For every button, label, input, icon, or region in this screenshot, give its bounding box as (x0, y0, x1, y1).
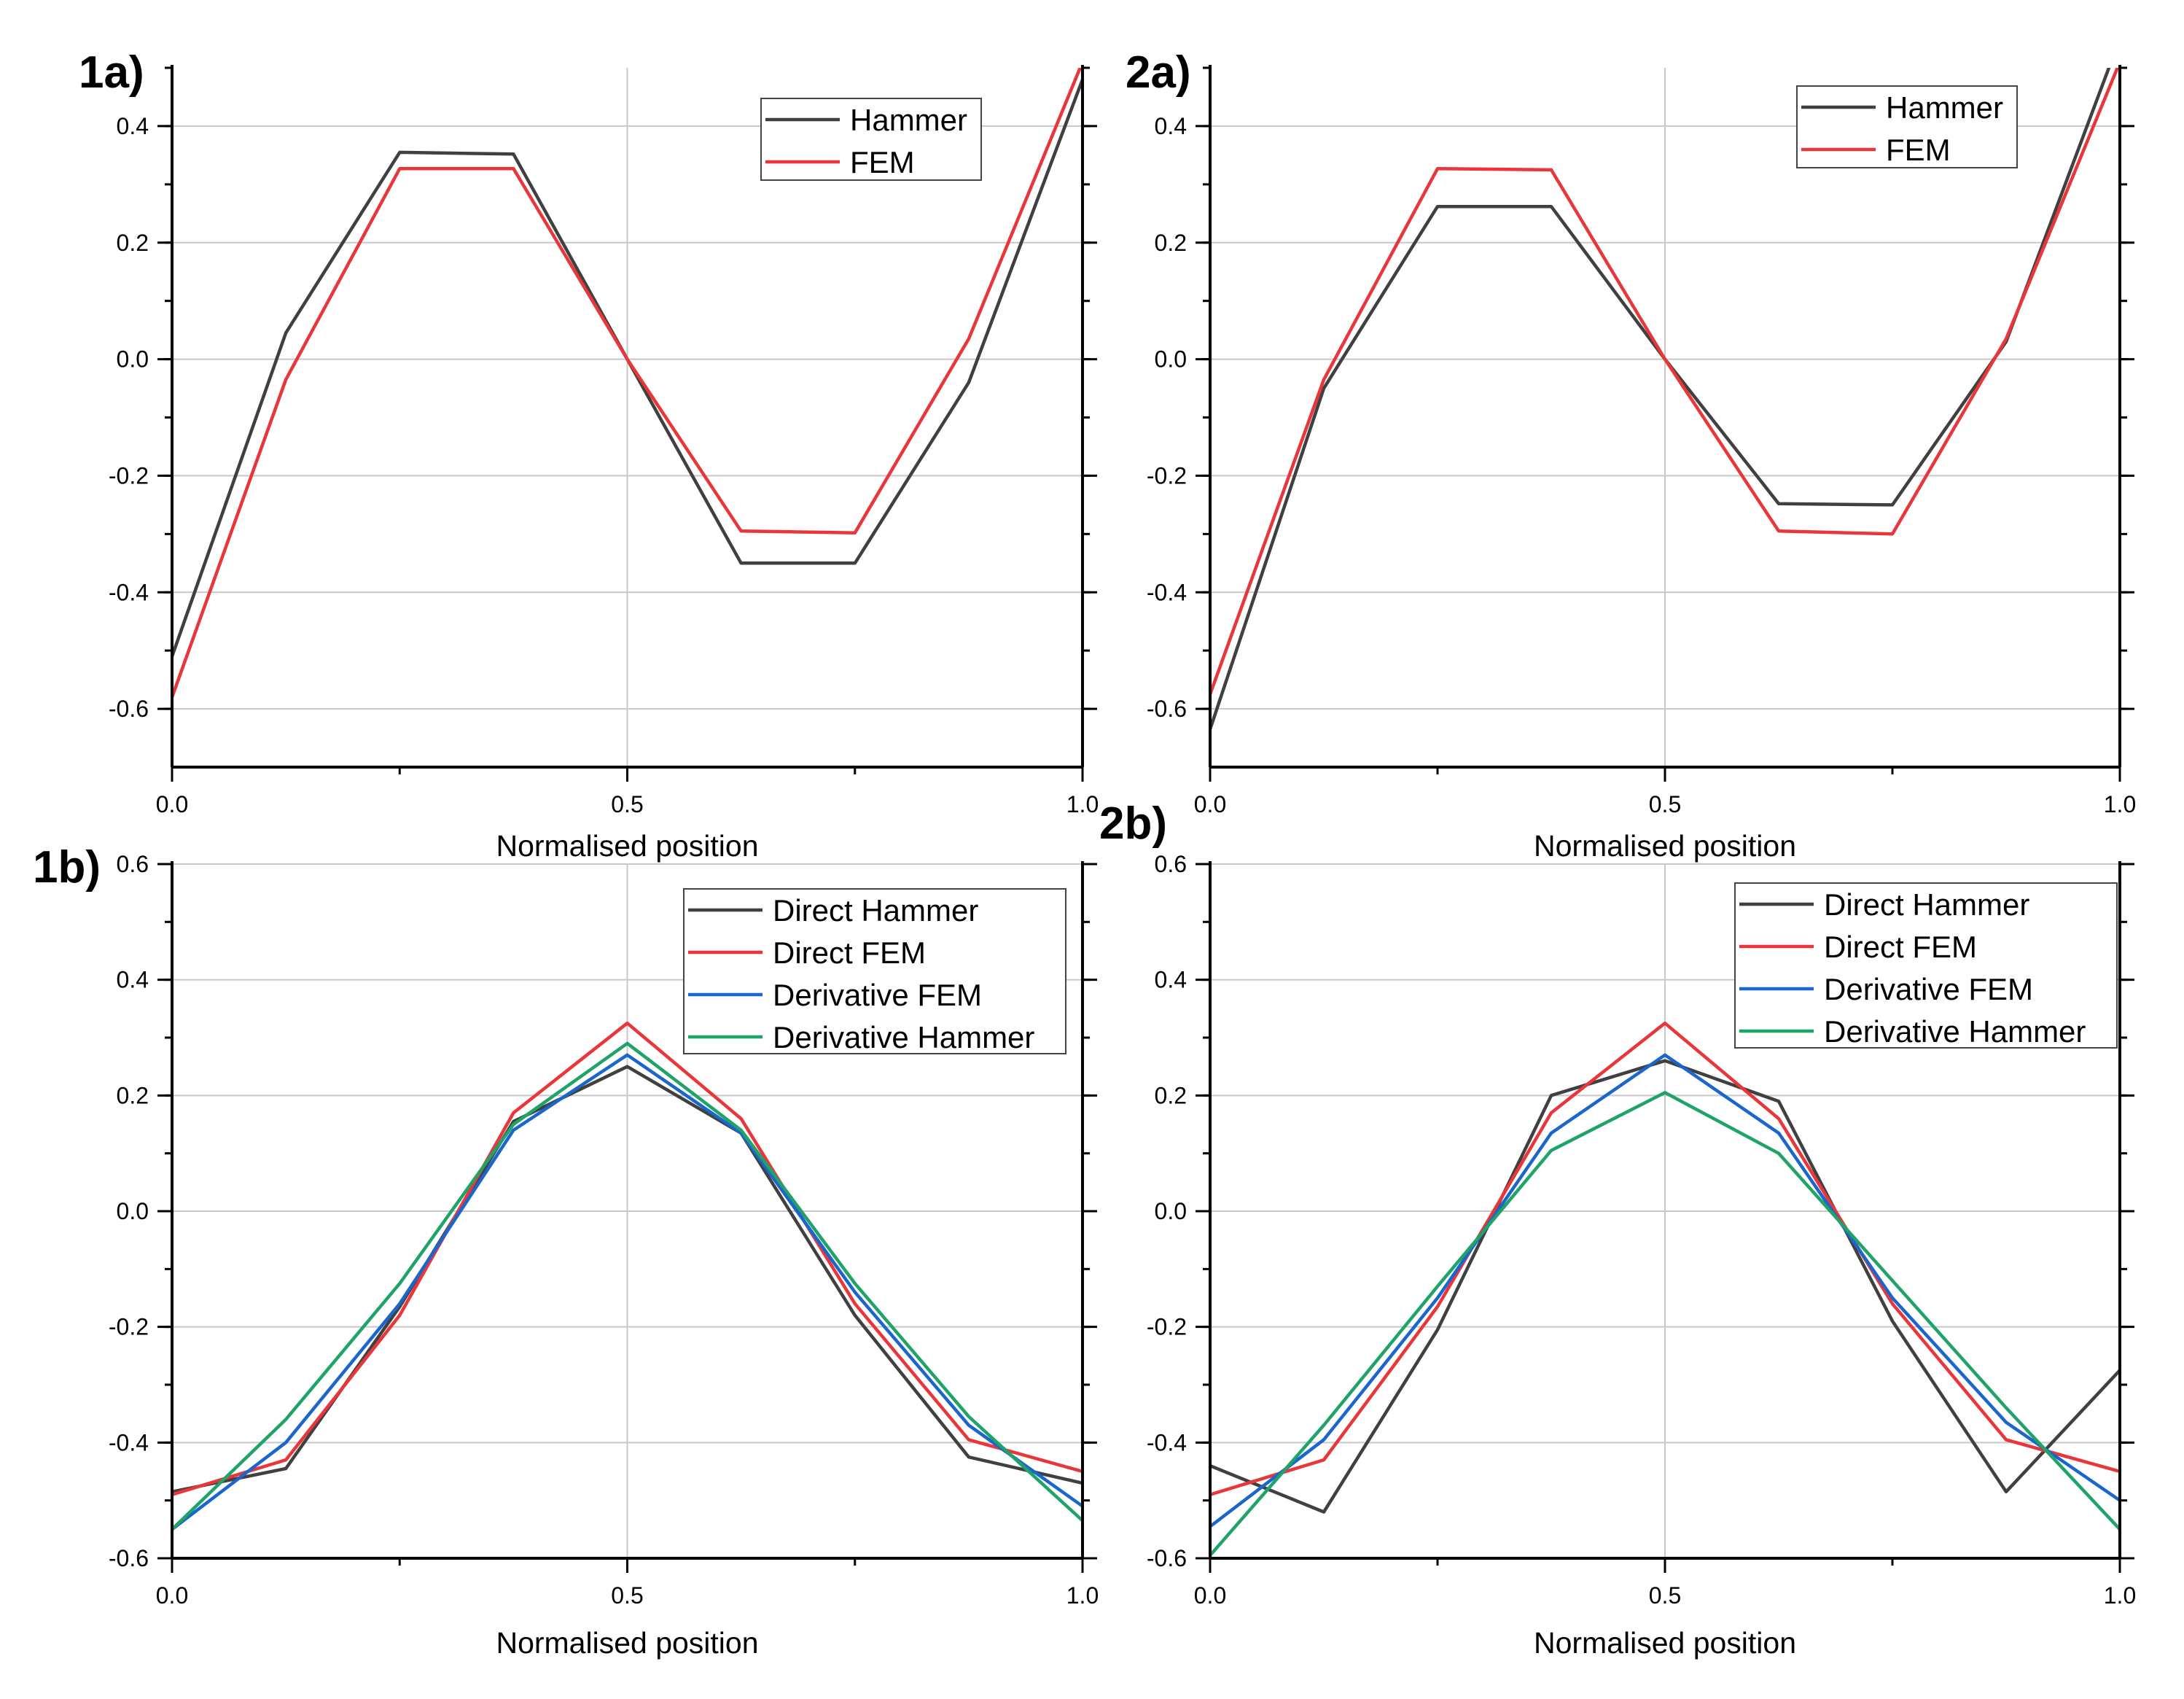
panel-label: 2a) (1126, 47, 1191, 98)
legend-label-fem: FEM (1886, 133, 1951, 167)
legend-box (1734, 882, 2118, 1049)
chart-panel-2b: -0.6 -0.4 -0.2 0.0 0.2 0.4 0.6 0.0 0.5 1.0 Normali… (1099, 798, 2136, 1660)
series-line-direct-hammer (172, 1065, 1083, 1494)
y-tick-label: -0.6 (109, 1545, 149, 1571)
legend-label-hammer: Hammer (1886, 90, 2003, 125)
legend-label-direct-fem: Direct FEM (1824, 930, 1977, 964)
x-tick-label: 0.0 (1194, 1582, 1226, 1609)
y-tick-label: -0.2 (1147, 1314, 1187, 1340)
legend-box (1796, 85, 2018, 168)
legend-label-derivative-fem: Derivative FEM (1824, 972, 2033, 1006)
y-tick-label: -0.6 (1147, 1545, 1187, 1571)
series-line-derivative-fem (172, 1053, 1083, 1531)
y-tick-label: 0.0 (1155, 1198, 1187, 1224)
chart-panel-1a: -0.6 -0.4 -0.2 0.0 0.2 0.4 0.0 0.5 1.0 Normalised… (79, 47, 1099, 863)
legend-label-derivative-hammer: Derivative Hammer (1824, 1014, 2086, 1049)
y-tick-label: -0.2 (1147, 462, 1187, 489)
y-tick-label: -0.6 (109, 696, 149, 722)
series-line-derivative-hammer (172, 1041, 1083, 1531)
series-line-fem (1210, 68, 2120, 695)
legend-box (683, 888, 1066, 1054)
y-tick-label: 0.0 (1155, 346, 1187, 373)
x-tick-label: 0.0 (156, 791, 188, 817)
x-tick-label: 1.0 (2104, 791, 2136, 817)
y-tick-label: 0.2 (1155, 1082, 1187, 1108)
y-tick-label: 0.4 (1155, 113, 1187, 139)
legend-label-direct-fem: Direct FEM (773, 936, 926, 970)
y-tick-label: -0.2 (109, 462, 149, 489)
legend-label-derivative-hammer: Derivative Hammer (773, 1020, 1034, 1054)
y-tick-label: -0.4 (109, 579, 149, 605)
y-tick-label: 0.2 (1155, 230, 1187, 256)
series-line-direct-fem (172, 1021, 1083, 1496)
x-tick-label: 1.0 (1066, 1582, 1099, 1609)
series-line-fem (172, 68, 1083, 698)
x-tick-label: 1.0 (2104, 1582, 2136, 1609)
legend-label-fem: FEM (850, 145, 915, 179)
panel-label: 1b) (33, 842, 101, 893)
legend-label-direct-hammer: Direct Hammer (773, 893, 978, 928)
y-tick-label: 0.2 (117, 1082, 149, 1108)
y-tick-label: 0.0 (117, 346, 149, 373)
x-tick-label: 1.0 (1066, 791, 1099, 817)
y-tick-label: 0.0 (117, 1198, 149, 1224)
chart-panel-2a: -0.6 -0.4 -0.2 0.0 0.2 0.4 0.0 0.5 1.0 Normalised… (1126, 47, 2136, 863)
legend-label-hammer: Hammer (850, 103, 967, 137)
series-group (1210, 68, 2120, 730)
x-tick-label: 0.5 (611, 791, 643, 817)
series-line-direct-hammer (1210, 1059, 2120, 1514)
y-tick-label: -0.4 (109, 1429, 149, 1455)
x-axis-title: Normalised position (496, 1626, 758, 1660)
y-tick-label: 0.6 (1155, 851, 1187, 877)
x-tick-label: 0.5 (1649, 791, 1681, 817)
x-axis-title: Normalised position (496, 829, 758, 863)
x-tick-label: 0.0 (156, 1582, 188, 1609)
y-tick-label: 0.2 (117, 230, 149, 256)
series-group (172, 68, 1083, 698)
x-tick-label: 0.5 (611, 1582, 643, 1609)
x-axis-title: Normalised position (1534, 829, 1796, 863)
legend-box (760, 98, 982, 181)
series-line-derivative-hammer (1210, 1091, 2120, 1557)
y-tick-label: -0.4 (1147, 579, 1187, 605)
y-tick-label: 0.4 (117, 113, 149, 139)
y-tick-label: 0.4 (117, 967, 149, 993)
y-tick-label: 0.6 (117, 851, 149, 877)
series-line-direct-fem (1210, 1021, 2120, 1496)
x-tick-label: 0.5 (1649, 1582, 1681, 1609)
legend-label-derivative-fem: Derivative FEM (773, 978, 982, 1012)
series-line-derivative-fem (1210, 1053, 2120, 1528)
legend-label-direct-hammer: Direct Hammer (1824, 887, 2029, 922)
y-tick-label: -0.6 (1147, 696, 1187, 722)
y-tick-label: 0.4 (1155, 967, 1187, 993)
chart-panel-1b: -0.6 -0.4 -0.2 0.0 0.2 0.4 0.6 0.0 0.5 1.0 Normali… (33, 842, 1099, 1660)
panel-label: 1a) (79, 47, 144, 98)
series-group (172, 1021, 1083, 1531)
panel-label: 2b) (1099, 798, 1167, 849)
y-tick-label: -0.4 (1147, 1429, 1187, 1455)
x-tick-label: 0.0 (1194, 791, 1226, 817)
y-tick-label: -0.2 (109, 1314, 149, 1340)
series-group (1210, 1021, 2120, 1557)
x-axis-title: Normalised position (1534, 1626, 1796, 1660)
